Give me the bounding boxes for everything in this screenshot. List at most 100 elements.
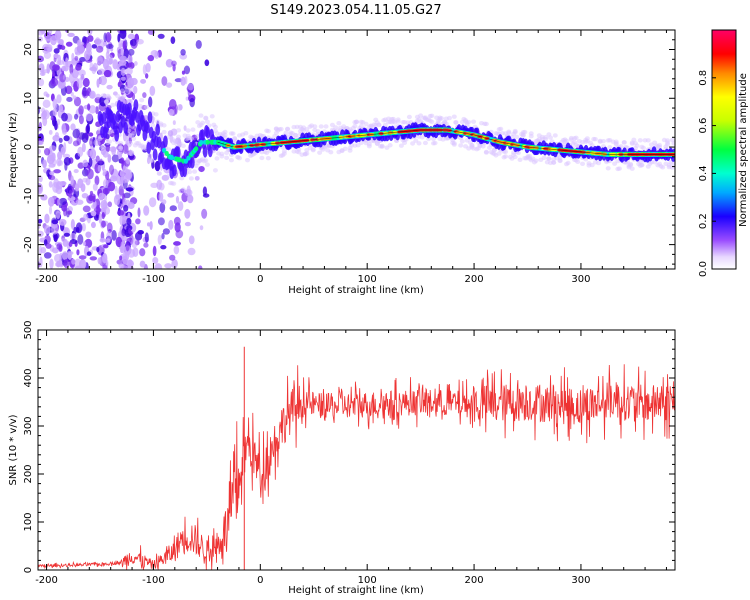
ridge-halo [453, 120, 459, 125]
ridge-halo [621, 140, 627, 145]
spectral-noise-blob [84, 238, 93, 249]
spectral-noise-blob [70, 91, 74, 97]
spectral-noise-blob [115, 194, 121, 200]
spectral-noise-blob [106, 230, 113, 241]
colorbar-tick-label: 0.6 [698, 118, 709, 134]
spectral-noise-blob [78, 38, 82, 47]
ridge-halo [596, 160, 602, 166]
spectral-noise-blob [40, 247, 47, 254]
spectral-noise-blob [38, 230, 44, 238]
spectral-noise-blob [58, 39, 64, 46]
ridge-halo [209, 114, 215, 119]
ridge-halo [600, 139, 606, 144]
spectral-noise-blob [118, 263, 125, 269]
spectral-noise-blob [180, 76, 186, 86]
ridge-body [133, 99, 139, 112]
spectral-noise-blob [129, 230, 133, 236]
spectral-noise-blob [170, 36, 176, 44]
ridge-halo [451, 114, 457, 119]
spectral-noise-blob [57, 198, 61, 206]
spectral-noise-blob [97, 257, 102, 265]
spectral-noise-blob [120, 241, 124, 252]
ridge-body [127, 102, 132, 115]
ridge-halo [528, 131, 534, 136]
spectral-noise-blob [120, 67, 126, 77]
ridge-halo [592, 136, 598, 142]
ridge-halo [543, 135, 549, 140]
spectral-noise-blob [48, 205, 53, 215]
spectral-noise-blob [91, 44, 98, 49]
spectral-noise-blob [70, 123, 76, 131]
spectral-noise-blob [42, 99, 51, 109]
spectral-noise-blob [184, 221, 192, 227]
spectral-noise-blob [187, 247, 196, 256]
spectral-noise-blob [137, 207, 141, 218]
ridge-core [177, 157, 182, 163]
spectral-noise-blob [79, 57, 86, 62]
spectral-noise-blob [38, 218, 43, 224]
spectral-noise-blob [54, 253, 62, 263]
spectral-noise-blob [195, 39, 202, 49]
spectral-noise-blob [168, 108, 175, 116]
snr-plot-area [38, 346, 675, 570]
spectral-noise-blob [183, 65, 191, 75]
ridge-halo [283, 130, 289, 136]
spectral-noise-blob [194, 175, 200, 181]
spectral-noise-blob [117, 210, 125, 216]
y-tick-label: 0 [23, 567, 34, 573]
spectral-noise-blob [78, 105, 84, 116]
spectral-noise-blob [46, 63, 51, 74]
ridge-halo [107, 139, 113, 144]
spectral-noise-blob [117, 33, 121, 43]
ridge-body [202, 145, 208, 158]
spectral-noise-blob [135, 218, 141, 225]
spectral-noise-blob [95, 155, 100, 163]
ridge-halo [212, 168, 218, 173]
spectral-noise-blob [99, 237, 106, 243]
spectral-noise-blob [38, 140, 44, 146]
spectral-noise-blob [81, 132, 89, 144]
ridge-halo [352, 123, 358, 129]
ridge-halo [660, 165, 666, 170]
spectral-noise-blob [38, 133, 44, 141]
ridge-halo [398, 143, 404, 148]
spectral-noise-blob [61, 237, 67, 243]
ridge-halo [512, 128, 518, 134]
spectral-noise-blob [40, 112, 46, 120]
ridge-halo [645, 138, 651, 143]
ridge-halo [557, 158, 563, 164]
ridge-halo [406, 114, 412, 120]
ridge-body [152, 148, 158, 161]
spectral-noise-blob [177, 201, 184, 211]
ridge-halo [419, 135, 425, 140]
ridge-halo [483, 121, 489, 127]
spectral-noise-blob [180, 48, 186, 56]
spectral-noise-blob [189, 97, 195, 108]
spectral-noise-blob [53, 48, 60, 54]
spectral-noise-blob [93, 139, 101, 147]
spectral-noise-blob [168, 98, 177, 110]
spectral-noise-blob [40, 194, 48, 201]
spectral-noise-blob [49, 171, 55, 176]
ridge-halo [458, 143, 464, 148]
ridge-halo [416, 141, 422, 146]
ridge-halo [363, 121, 369, 127]
y-tick-label: 500 [23, 320, 34, 339]
spectral-noise-blob [48, 129, 53, 135]
spectral-noise-blob [102, 178, 109, 189]
spectral-noise-blob [130, 38, 137, 47]
ridge-halo [575, 159, 581, 165]
ridge-halo [515, 150, 521, 156]
spectral-noise-blob [95, 93, 101, 99]
spectral-noise-blob [56, 60, 65, 66]
spectral-noise-blob [75, 64, 82, 71]
spectral-noise-blob [43, 91, 48, 97]
spectral-noise-blob [85, 113, 93, 122]
ridge-body [147, 111, 153, 124]
spectral-noise-blob [78, 255, 87, 260]
ridge-halo [410, 141, 416, 146]
spectral-noise-blob [65, 85, 73, 95]
ridge-halo [172, 138, 178, 143]
ridge-halo [123, 135, 129, 140]
ridge-halo [379, 143, 385, 149]
